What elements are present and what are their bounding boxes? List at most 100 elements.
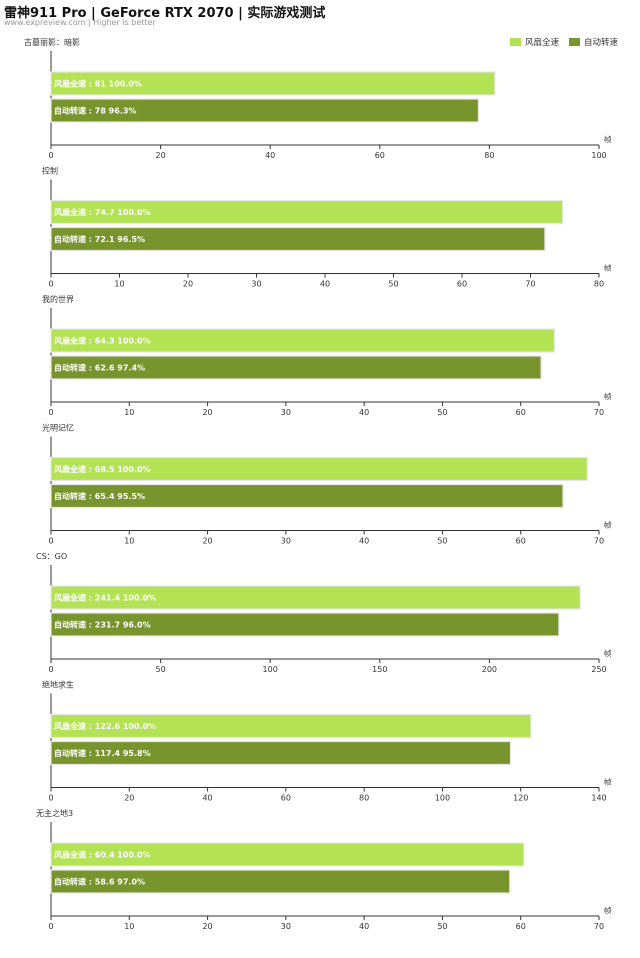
x-tick-label: 30 xyxy=(251,280,261,289)
chart-title: 雷神911 Pro | GeForce RTX 2070 | 实际游戏测试 xyxy=(4,6,326,21)
x-tick-label: 100 xyxy=(435,794,450,803)
x-tick-label: 10 xyxy=(124,408,134,417)
x-tick-label: 20 xyxy=(202,922,212,931)
data-label: 风扇全速 : 241.4 100.0% xyxy=(54,593,156,603)
bar-auto-speed xyxy=(50,98,480,123)
axis-unit-label: 帧 xyxy=(604,648,612,658)
legend-swatch-full-speed xyxy=(509,38,521,46)
x-tick-label: 40 xyxy=(359,537,369,546)
x-tick-label: 0 xyxy=(48,408,53,417)
x-tick-label: 70 xyxy=(594,922,604,931)
panel-title: 绝地求生 xyxy=(42,680,74,690)
axis-unit-label: 帧 xyxy=(604,134,612,144)
x-tick-label: 70 xyxy=(525,280,535,289)
bar-full-speed xyxy=(50,71,496,96)
panel-title: 无主之地3 xyxy=(36,808,73,818)
panel-title: 控制 xyxy=(42,166,58,176)
bar-auto-speed xyxy=(50,483,564,509)
data-label: 风扇全速 : 64.3 100.0% xyxy=(54,336,151,346)
x-tick-label: 100 xyxy=(591,151,606,160)
data-label: 自动转速 : 62.6 97.4% xyxy=(54,363,145,373)
x-tick-label: 20 xyxy=(202,408,212,417)
x-tick-label: 120 xyxy=(513,794,528,803)
x-tick-label: 60 xyxy=(457,280,467,289)
data-label: 自动转速 : 72.1 96.5% xyxy=(54,234,145,244)
x-tick-label: 200 xyxy=(482,665,497,674)
x-tick-label: 140 xyxy=(591,794,606,803)
x-tick-label: 30 xyxy=(281,408,291,417)
data-label: 自动转速 : 65.4 95.5% xyxy=(54,491,145,501)
bar-full-speed xyxy=(50,713,532,739)
bar-auto-speed xyxy=(50,740,512,766)
x-tick-label: 10 xyxy=(124,922,134,931)
panel-title: 光明记忆 xyxy=(42,423,74,433)
data-label: 自动转速 : 78 96.3% xyxy=(54,106,136,116)
x-tick-label: 60 xyxy=(516,537,526,546)
x-tick-label: 60 xyxy=(375,151,385,160)
data-label: 风扇全速 : 60.4 100.0% xyxy=(54,850,151,860)
legend: 风扇全速 自动转速 xyxy=(509,36,618,48)
x-tick-label: 250 xyxy=(591,665,606,674)
data-label: 风扇全速 : 81 100.0% xyxy=(54,79,142,89)
x-tick-label: 40 xyxy=(202,794,212,803)
x-tick-label: 20 xyxy=(183,280,193,289)
axis-unit-label: 帧 xyxy=(604,263,612,273)
bar-auto-speed xyxy=(50,355,542,380)
x-tick-label: 60 xyxy=(281,794,291,803)
x-tick-label: 50 xyxy=(437,537,447,546)
x-tick-label: 50 xyxy=(437,922,447,931)
data-label: 风扇全速 : 74.7 100.0% xyxy=(54,207,151,217)
axis-unit-label: 帧 xyxy=(604,391,612,401)
legend-swatch-auto-speed xyxy=(568,38,580,46)
x-tick-label: 20 xyxy=(202,537,212,546)
x-tick-label: 10 xyxy=(124,537,134,546)
data-label: 自动转速 : 231.7 96.0% xyxy=(54,620,151,630)
data-label: 自动转速 : 117.4 95.8% xyxy=(54,748,151,758)
x-tick-label: 40 xyxy=(359,922,369,931)
x-tick-label: 50 xyxy=(437,408,447,417)
x-tick-label: 20 xyxy=(156,151,166,160)
x-tick-label: 80 xyxy=(359,794,369,803)
x-tick-label: 80 xyxy=(594,280,604,289)
x-tick-label: 40 xyxy=(359,408,369,417)
x-tick-label: 10 xyxy=(114,280,124,289)
x-tick-label: 80 xyxy=(484,151,494,160)
x-tick-label: 60 xyxy=(516,922,526,931)
bar-full-speed xyxy=(50,328,555,353)
bar-full-speed xyxy=(50,199,564,225)
legend-item-full-speed[interactable]: 风扇全速 xyxy=(509,36,559,48)
panel-title: CS：GO xyxy=(36,552,67,561)
bar-auto-speed xyxy=(50,226,546,252)
axis-unit-label: 帧 xyxy=(604,905,612,915)
x-tick-label: 0 xyxy=(48,665,53,674)
legend-label-full-speed: 风扇全速 xyxy=(524,38,559,48)
x-tick-label: 150 xyxy=(372,665,387,674)
x-tick-label: 40 xyxy=(320,280,330,289)
bar-auto-speed xyxy=(50,869,511,894)
bar-full-speed xyxy=(50,842,525,867)
bar-auto-speed xyxy=(50,612,560,637)
x-tick-label: 0 xyxy=(48,922,53,931)
x-tick-label: 0 xyxy=(48,794,53,803)
x-tick-label: 0 xyxy=(48,151,53,160)
x-tick-label: 70 xyxy=(594,537,604,546)
panel-title: 我的世界 xyxy=(42,294,74,304)
data-label: 风扇全速 : 68.5 100.0% xyxy=(54,464,151,474)
x-tick-label: 0 xyxy=(48,280,53,289)
x-tick-label: 30 xyxy=(281,537,291,546)
legend-label-auto-speed: 自动转速 xyxy=(583,38,618,48)
chart-subtitle: www.expreview.com | Higher is better xyxy=(4,18,156,27)
x-tick-label: 0 xyxy=(48,537,53,546)
panel-title: 古墓丽影：暗影 xyxy=(24,37,80,47)
x-tick-label: 20 xyxy=(124,794,134,803)
data-label: 风扇全速 : 122.6 100.0% xyxy=(54,721,156,731)
axis-unit-label: 帧 xyxy=(604,777,612,787)
x-tick-label: 60 xyxy=(516,408,526,417)
bar-full-speed xyxy=(50,585,581,610)
x-tick-label: 40 xyxy=(265,151,275,160)
x-tick-label: 70 xyxy=(594,408,604,417)
legend-item-auto-speed[interactable]: 自动转速 xyxy=(568,36,618,48)
x-tick-label: 30 xyxy=(281,922,291,931)
x-tick-label: 50 xyxy=(388,280,398,289)
